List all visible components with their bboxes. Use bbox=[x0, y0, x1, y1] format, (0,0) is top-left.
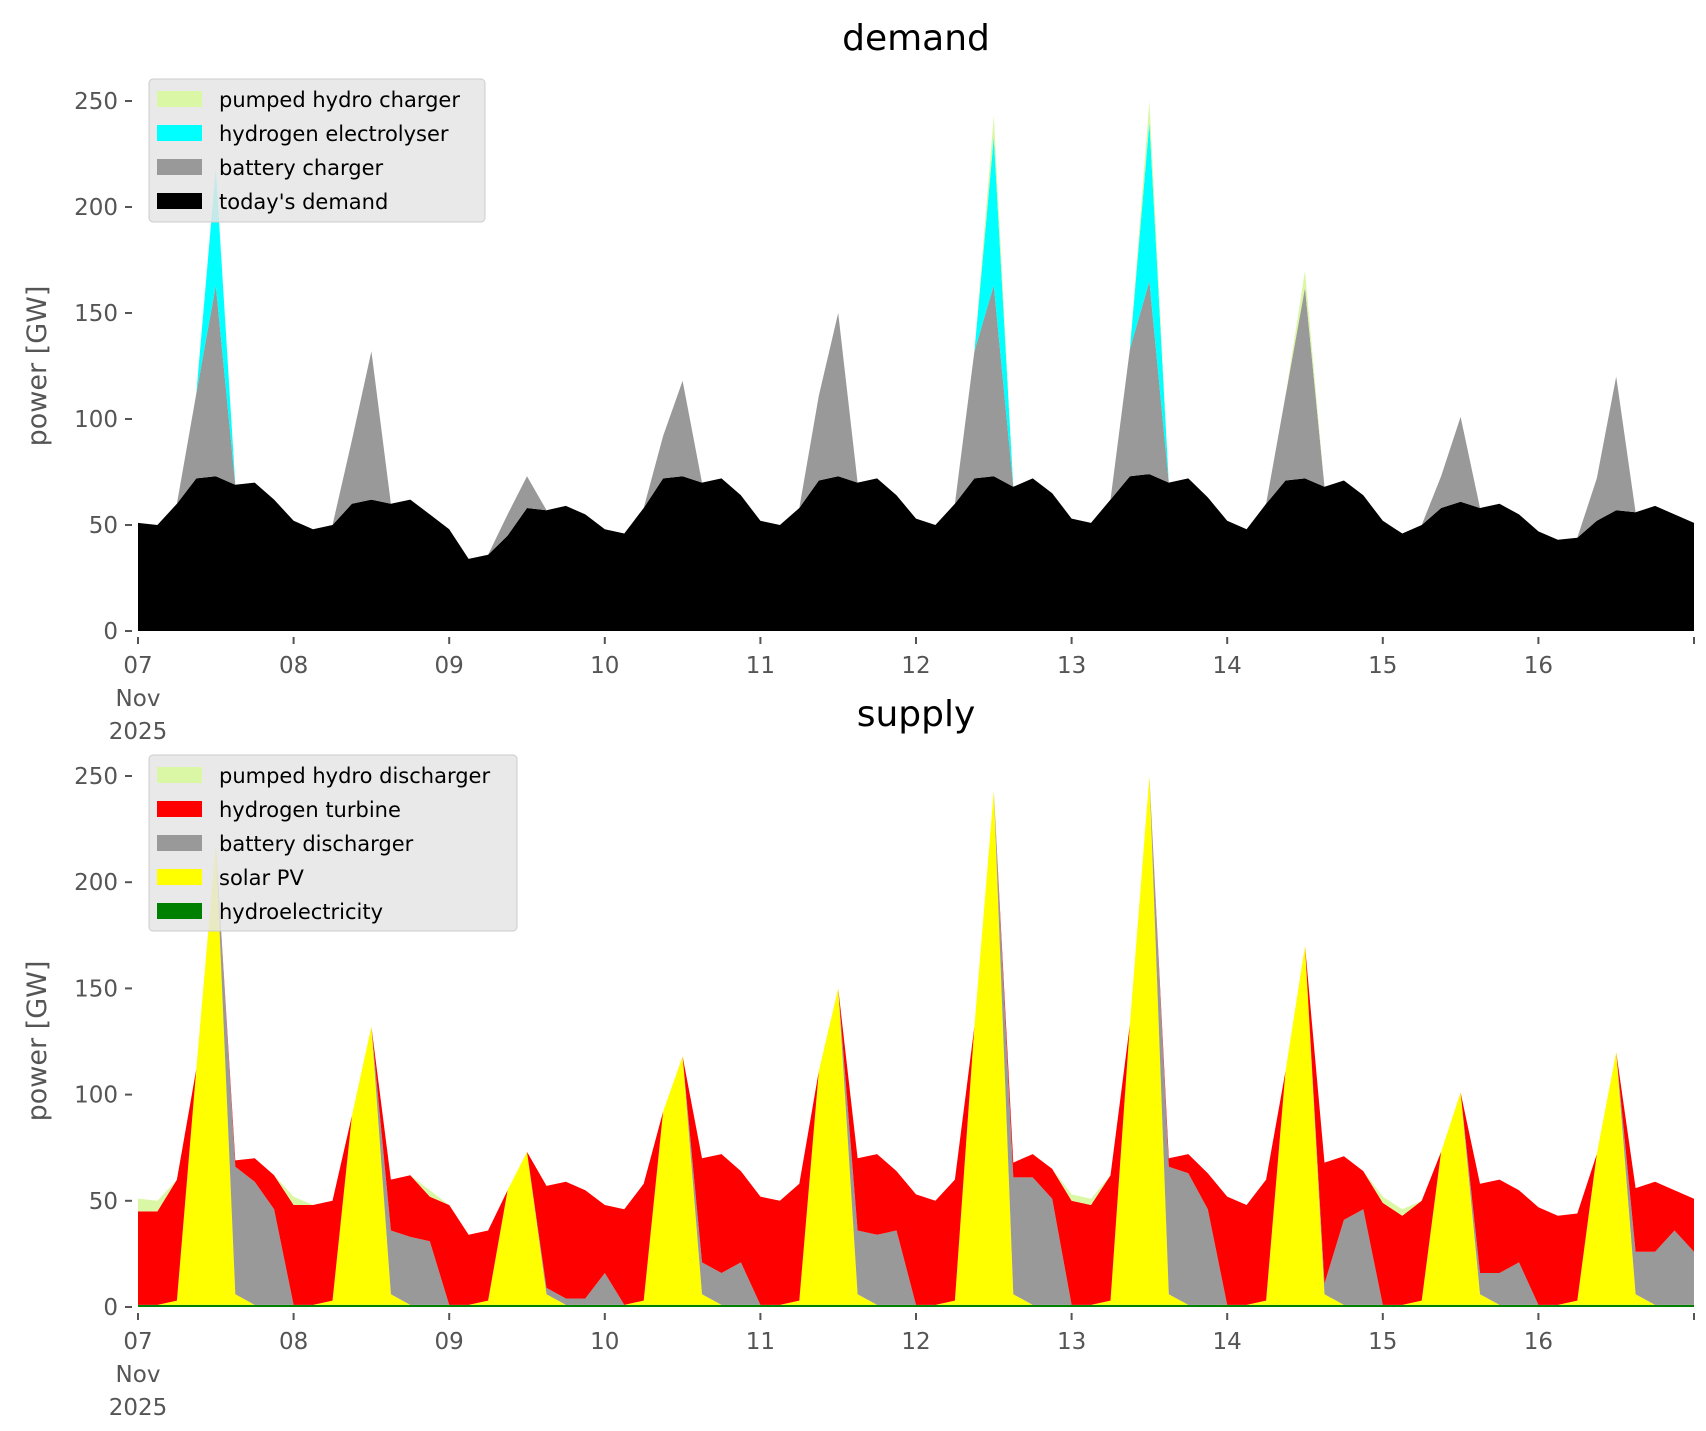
demand-x-tick-label: 10 bbox=[590, 653, 619, 679]
supply-legend-swatch-hydroelectricity bbox=[157, 903, 202, 919]
demand-x-tick-label: 09 bbox=[435, 653, 464, 679]
supply-y-axis-label: power [GW] bbox=[22, 961, 53, 1122]
demand-legend-swatch-hydrogen-electrolyser bbox=[157, 125, 202, 141]
supply-x-tick-label: 10 bbox=[590, 1329, 619, 1355]
demand-legend-label-today-s-demand: today's demand bbox=[219, 190, 388, 214]
supply-x-tick-label: 14 bbox=[1213, 1329, 1242, 1355]
supply-x-tick-label: 07 bbox=[123, 1329, 152, 1355]
supply-area-hydrogen-turbine bbox=[138, 776, 1694, 1305]
supply-y-tick-label: 200 bbox=[74, 870, 118, 896]
supply-panel: supply power [GW] 0 50 100 150 200 250 07 Nov 2… bbox=[22, 694, 1695, 1421]
supply-title: supply bbox=[857, 694, 976, 735]
supply-x-tick-label: 08 bbox=[279, 1329, 308, 1355]
demand-area-today-s-demand bbox=[138, 474, 1694, 631]
supply-y-tick-label: 100 bbox=[74, 1083, 118, 1109]
supply-legend-label-hydroelectricity: hydroelectricity bbox=[219, 900, 383, 924]
supply-x-tick-label: 15 bbox=[1368, 1329, 1397, 1355]
supply-legend-label-solar-pv: solar PV bbox=[219, 866, 304, 890]
demand-legend-swatch-pumped-hydro-charger bbox=[157, 91, 202, 107]
demand-x-tick-label: 16 bbox=[1524, 653, 1553, 679]
demand-y-tick-label: 0 bbox=[103, 619, 118, 645]
demand-y-tick-label: 50 bbox=[89, 513, 118, 539]
supply-x-tick-label: 11 bbox=[746, 1329, 775, 1355]
supply-x-tick-label: 2025 bbox=[109, 1395, 168, 1421]
demand-x-tick-label: Nov bbox=[116, 686, 161, 712]
supply-y-axis: 0 50 100 150 200 250 bbox=[74, 764, 132, 1321]
demand-y-axis: 0 50 100 150 200 250 bbox=[74, 89, 132, 645]
supply-legend-label-battery-discharger: battery discharger bbox=[219, 832, 414, 856]
supply-x-tick-label: 09 bbox=[435, 1329, 464, 1355]
demand-x-tick-label: 11 bbox=[746, 653, 775, 679]
supply-legend-swatch-pumped-hydro-discharger bbox=[157, 767, 202, 783]
supply-x-tick-label: 12 bbox=[901, 1329, 930, 1355]
supply-areas bbox=[138, 776, 1694, 1307]
demand-y-axis-label: power [GW] bbox=[22, 286, 53, 447]
supply-x-tick-label: 16 bbox=[1524, 1329, 1553, 1355]
demand-legend-label-battery-charger: battery charger bbox=[219, 156, 384, 180]
demand-x-tick-label: 2025 bbox=[109, 719, 168, 745]
supply-legend-label-hydrogen-turbine: hydrogen turbine bbox=[219, 798, 401, 822]
demand-legend-swatch-today-s-demand bbox=[157, 193, 202, 209]
demand-legend-swatch-battery-charger bbox=[157, 159, 202, 175]
supply-x-axis: 07 Nov 2025 08 09 10 11 12 13 14 15 16 bbox=[109, 1313, 1695, 1421]
supply-legend-box bbox=[148, 754, 518, 932]
demand-panel: demand power [GW] 0 50 100 150 200 250 07 Nov 2… bbox=[22, 18, 1695, 745]
supply-area-hydroelectricity bbox=[138, 1304, 1694, 1307]
demand-x-tick-label: 14 bbox=[1213, 653, 1242, 679]
supply-legend-swatch-battery-discharger bbox=[157, 835, 202, 851]
demand-y-tick-label: 150 bbox=[74, 301, 118, 327]
demand-legend-label-pumped-hydro-charger: pumped hydro charger bbox=[219, 88, 460, 112]
demand-x-tick-label: 12 bbox=[901, 653, 930, 679]
demand-x-tick-label: 08 bbox=[279, 653, 308, 679]
demand-y-tick-label: 250 bbox=[74, 89, 118, 115]
supply-legend-swatch-hydrogen-turbine bbox=[157, 801, 202, 817]
demand-legend-box bbox=[148, 78, 486, 223]
demand-x-axis: 07 Nov 2025 08 09 10 11 12 13 14 15 16 bbox=[109, 637, 1695, 745]
demand-legend: pumped hydro charger hydrogen electrolyse… bbox=[148, 78, 486, 223]
supply-area-solar-pv bbox=[138, 776, 1694, 1305]
demand-x-tick-label: 15 bbox=[1368, 653, 1397, 679]
supply-y-tick-label: 250 bbox=[74, 764, 118, 790]
demand-y-tick-label: 100 bbox=[74, 407, 118, 433]
supply-legend: pumped hydro discharger hydrogen turbine b… bbox=[148, 754, 518, 932]
demand-x-tick-label: 13 bbox=[1057, 653, 1086, 679]
demand-title: demand bbox=[842, 18, 990, 59]
demand-x-tick-label: 07 bbox=[123, 653, 152, 679]
demand-area-battery-charger bbox=[138, 281, 1694, 559]
demand-legend-label-hydrogen-electrolyser: hydrogen electrolyser bbox=[219, 122, 449, 146]
supply-x-tick-label: 13 bbox=[1057, 1329, 1086, 1355]
supply-y-tick-label: 150 bbox=[74, 976, 118, 1002]
supply-y-tick-label: 50 bbox=[89, 1189, 118, 1215]
demand-areas bbox=[138, 101, 1694, 631]
supply-y-tick-label: 0 bbox=[103, 1295, 118, 1321]
demand-y-tick-label: 200 bbox=[74, 195, 118, 221]
supply-legend-swatch-solar-pv bbox=[157, 869, 202, 885]
supply-x-tick-label: Nov bbox=[116, 1362, 161, 1388]
supply-legend-label-pumped-hydro-discharger: pumped hydro discharger bbox=[219, 764, 490, 788]
